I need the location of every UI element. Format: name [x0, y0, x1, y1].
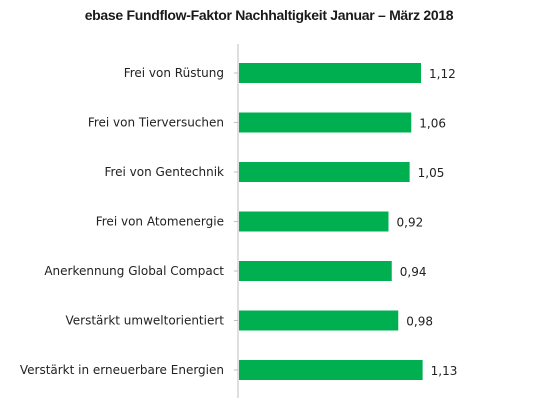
category-label: Frei von Rüstung	[124, 66, 224, 80]
bar	[239, 63, 421, 83]
bar	[239, 261, 392, 281]
value-label: 0,94	[400, 265, 427, 279]
category-label: Verstärkt umweltorientiert	[66, 314, 225, 328]
bar	[239, 360, 423, 380]
category-label: Frei von Atomenergie	[96, 215, 224, 229]
value-label: 1,12	[429, 67, 456, 81]
bar	[239, 112, 412, 133]
value-label: 0,92	[397, 216, 424, 230]
category-label: Verstärkt in erneuerbare Energien	[20, 363, 224, 377]
bar	[239, 162, 410, 182]
category-label: Frei von Tierversuchen	[88, 116, 224, 130]
bar	[239, 211, 389, 232]
category-label: Frei von Gentechnik	[104, 165, 224, 179]
value-label: 0,98	[406, 315, 433, 329]
chart-title: ebase Fundflow-Faktor Nachhaltigkeit Jan…	[84, 7, 454, 23]
bar	[239, 310, 399, 331]
value-label: 1,05	[418, 166, 445, 180]
value-label: 1,13	[431, 364, 458, 378]
value-label: 1,06	[419, 117, 446, 131]
category-label: Anerkennung Global Compact	[44, 264, 224, 278]
